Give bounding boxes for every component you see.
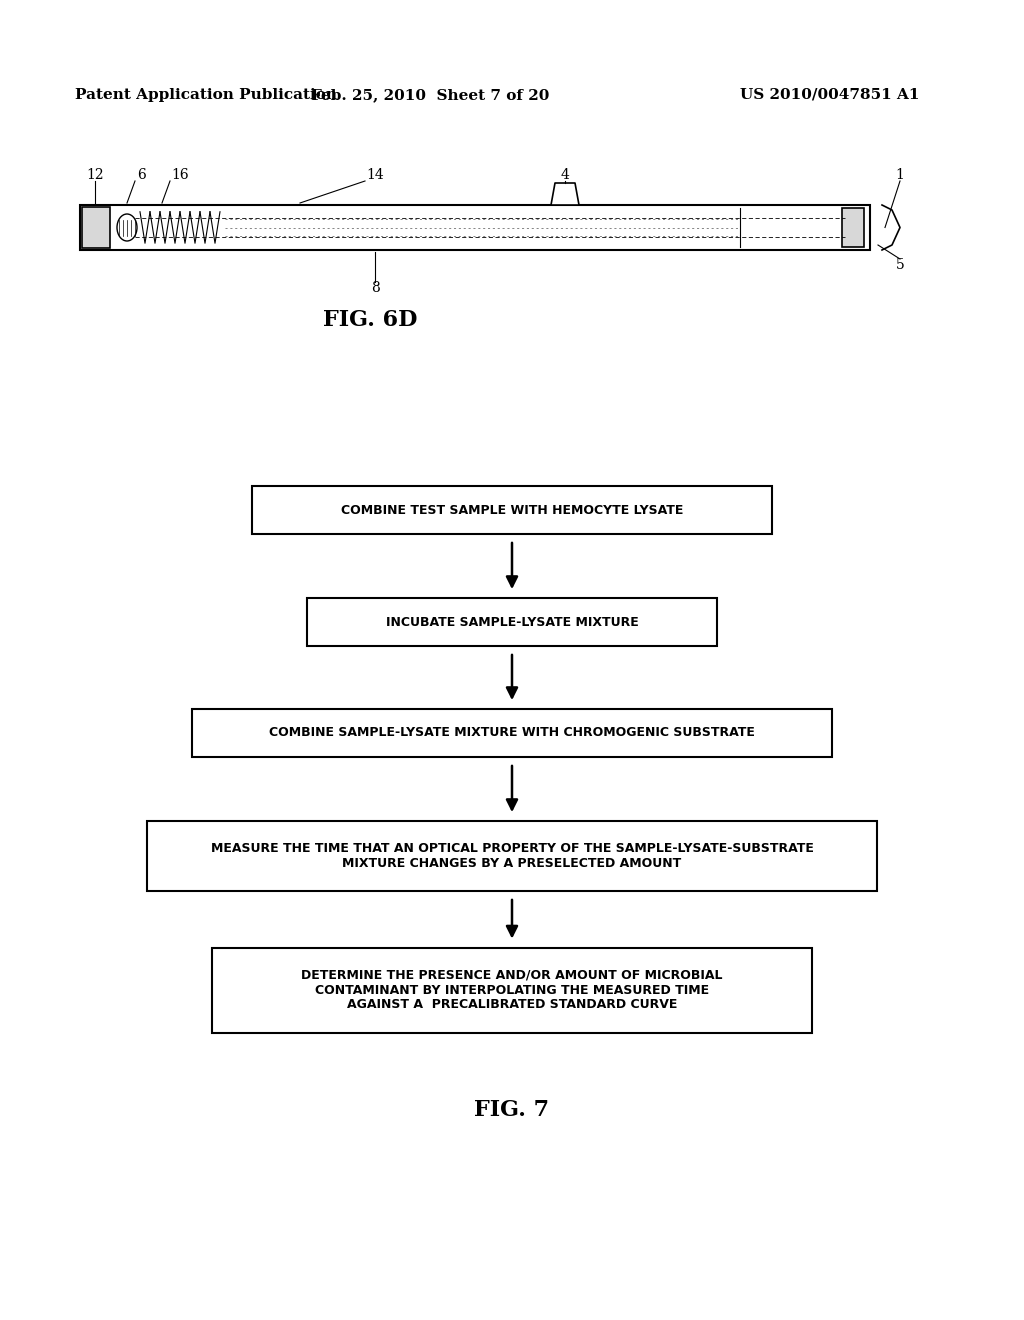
- Polygon shape: [551, 183, 579, 205]
- Text: COMBINE SAMPLE-LYSATE MIXTURE WITH CHROMOGENIC SUBSTRATE: COMBINE SAMPLE-LYSATE MIXTURE WITH CHROM…: [269, 726, 755, 739]
- Text: COMBINE TEST SAMPLE WITH HEMOCYTE LYSATE: COMBINE TEST SAMPLE WITH HEMOCYTE LYSATE: [341, 503, 683, 516]
- Text: US 2010/0047851 A1: US 2010/0047851 A1: [740, 88, 920, 102]
- Bar: [252, 486, 772, 535]
- Text: 6: 6: [137, 168, 146, 182]
- Bar: [147, 821, 877, 891]
- Bar: [307, 598, 717, 645]
- Text: 8: 8: [371, 281, 379, 294]
- Bar: [212, 948, 812, 1032]
- Text: MEASURE THE TIME THAT AN OPTICAL PROPERTY OF THE SAMPLE-LYSATE-SUBSTRATE
MIXTURE: MEASURE THE TIME THAT AN OPTICAL PROPERT…: [211, 842, 813, 870]
- Ellipse shape: [117, 214, 137, 242]
- Text: 16: 16: [171, 168, 188, 182]
- Text: FIG. 7: FIG. 7: [474, 1100, 550, 1121]
- Text: 5: 5: [896, 257, 904, 272]
- Text: 14: 14: [367, 168, 384, 182]
- Text: 4: 4: [560, 168, 569, 182]
- Bar: [82, 207, 110, 248]
- Text: 1: 1: [896, 168, 904, 182]
- Text: Feb. 25, 2010  Sheet 7 of 20: Feb. 25, 2010 Sheet 7 of 20: [311, 88, 549, 102]
- Text: Patent Application Publication: Patent Application Publication: [75, 88, 337, 102]
- Text: 12: 12: [86, 168, 103, 182]
- Bar: [193, 709, 831, 756]
- Text: INCUBATE SAMPLE-LYSATE MIXTURE: INCUBATE SAMPLE-LYSATE MIXTURE: [386, 615, 638, 628]
- Text: FIG. 6D: FIG. 6D: [323, 309, 417, 331]
- Text: DETERMINE THE PRESENCE AND/OR AMOUNT OF MICROBIAL
CONTAMINANT BY INTERPOLATING T: DETERMINE THE PRESENCE AND/OR AMOUNT OF …: [301, 969, 723, 1011]
- Bar: [842, 209, 864, 247]
- Bar: [80, 205, 870, 249]
